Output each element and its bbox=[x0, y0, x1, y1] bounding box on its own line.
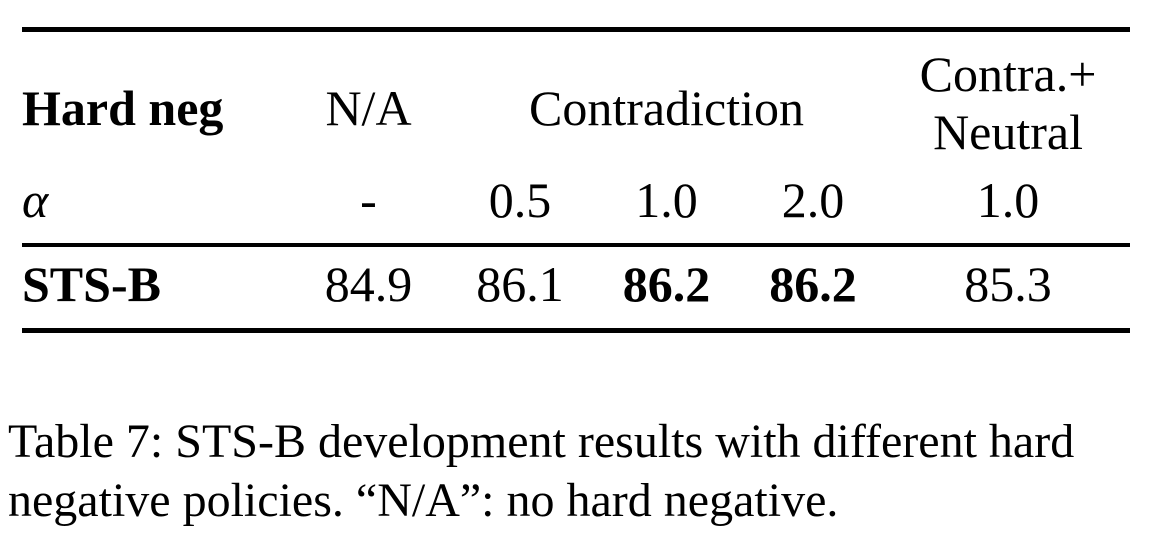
result-value-05: 86.1 bbox=[476, 256, 564, 313]
alpha-value-na: - bbox=[290, 167, 447, 247]
alpha-value-10: 1.0 bbox=[593, 167, 740, 247]
header-neutral-line: Neutral bbox=[933, 103, 1083, 160]
results-table: Hard neg N/A Contradiction Contra.+ Neut… bbox=[22, 27, 1131, 333]
result-row: STS-B 84.9 86.1 86.2 86.2 85.3 bbox=[22, 245, 1130, 331]
caption-line-2: negative policies. “N/A”: no hard negati… bbox=[8, 474, 839, 527]
table-caption: Table 7: STS-B development results with … bbox=[8, 412, 1166, 530]
alpha-symbol: α bbox=[22, 167, 290, 247]
header-na-label: N/A bbox=[325, 79, 412, 136]
result-value-20: 86.2 bbox=[769, 256, 857, 313]
header-contra-line: Contra.+ bbox=[919, 45, 1097, 102]
header-contradiction-label: Contradiction bbox=[529, 79, 804, 136]
alpha-value-contra-neutral: 1.0 bbox=[886, 167, 1131, 247]
result-value-contra-neutral: 85.3 bbox=[964, 256, 1052, 313]
header-hard-neg-label: Hard neg bbox=[22, 79, 224, 136]
alpha-value-20: 2.0 bbox=[740, 167, 887, 247]
header-contra-neutral-label: Contra.+ Neutral bbox=[886, 30, 1130, 168]
header-row: Hard neg N/A Contradiction Contra.+ Neut… bbox=[22, 30, 1130, 168]
result-row-label: STS-B bbox=[22, 256, 161, 313]
alpha-row: α - 0.5 1.0 2.0 1.0 bbox=[22, 167, 1131, 247]
result-value-10: 86.2 bbox=[622, 256, 711, 313]
alpha-value-05: 0.5 bbox=[447, 167, 593, 247]
caption-line-1: Table 7: STS-B development results with … bbox=[8, 415, 1075, 468]
result-value-na: 84.9 bbox=[324, 256, 413, 313]
